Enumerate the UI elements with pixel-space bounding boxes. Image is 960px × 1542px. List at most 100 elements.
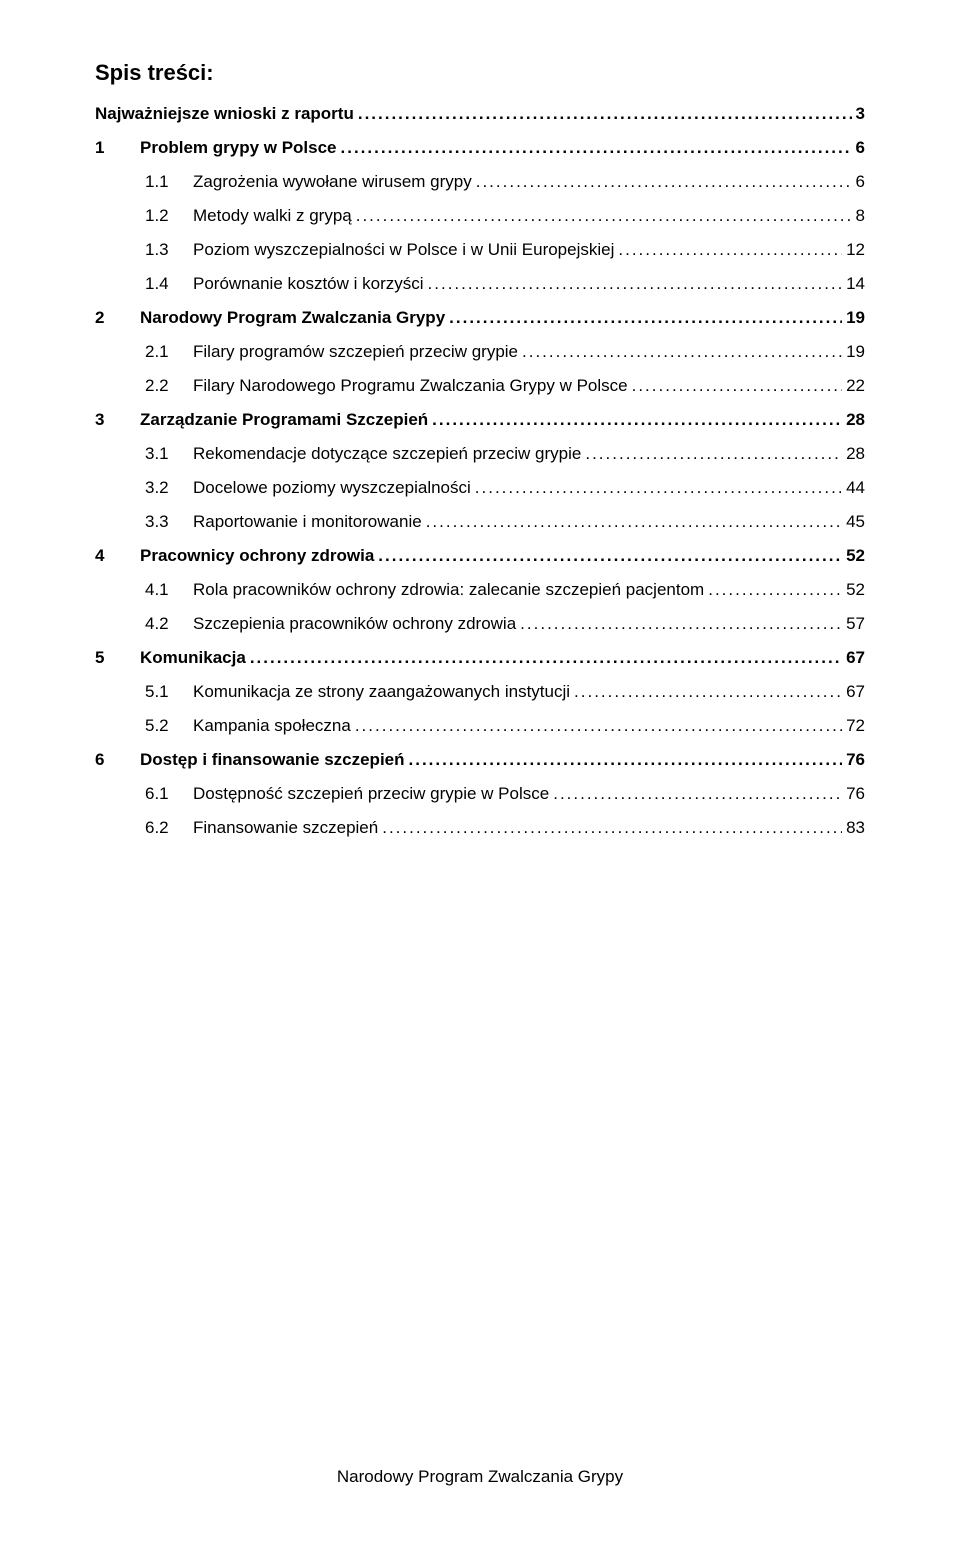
toc-leader-dots bbox=[428, 274, 843, 294]
toc-leader-dots bbox=[632, 376, 842, 396]
toc-leader-dots bbox=[356, 206, 852, 226]
toc-entry-page: 52 bbox=[846, 580, 865, 600]
toc-entry: Najważniejsze wnioski z raportu 3 bbox=[95, 104, 865, 124]
toc-entry-title: Rekomendacje dotyczące szczepień przeciw… bbox=[193, 444, 581, 464]
toc-leader-dots bbox=[585, 444, 842, 464]
toc-entry: 3.3Raportowanie i monitorowanie 45 bbox=[145, 512, 865, 532]
toc-entry-number: 1.2 bbox=[145, 206, 193, 226]
toc-entry-number: 5 bbox=[95, 648, 140, 668]
toc-entry-number: 1.3 bbox=[145, 240, 193, 260]
toc-entry: 4.2Szczepienia pracowników ochrony zdrow… bbox=[145, 614, 865, 634]
toc-leader-dots bbox=[574, 682, 842, 702]
toc-entry-page: 28 bbox=[846, 410, 865, 430]
toc-entry-number: 4.2 bbox=[145, 614, 193, 634]
toc-entry: 4Pracownicy ochrony zdrowia 52 bbox=[95, 546, 865, 566]
toc-entry-number: 5.1 bbox=[145, 682, 193, 702]
toc-leader-dots bbox=[432, 410, 842, 430]
toc-entry-title: Dostęp i finansowanie szczepień bbox=[140, 750, 405, 770]
toc-entry-title: Narodowy Program Zwalczania Grypy bbox=[140, 308, 445, 328]
toc-container: Najważniejsze wnioski z raportu 3 1Problem… bbox=[95, 104, 865, 838]
toc-entry-page: 28 bbox=[846, 444, 865, 464]
toc-entry: 5.1Komunikacja ze strony zaangażowanych … bbox=[145, 682, 865, 702]
toc-entry-title: Komunikacja bbox=[140, 648, 246, 668]
toc-entry-title: Najważniejsze wnioski z raportu bbox=[95, 104, 354, 124]
toc-entry: 6.1Dostępność szczepień przeciw grypie w… bbox=[145, 784, 865, 804]
toc-leader-dots bbox=[522, 342, 842, 362]
toc-entry-number: 2.1 bbox=[145, 342, 193, 362]
toc-entry-page: 67 bbox=[846, 648, 865, 668]
toc-entry-title: Porównanie kosztów i korzyści bbox=[193, 274, 424, 294]
toc-entry: 1.2Metody walki z grypą 8 bbox=[145, 206, 865, 226]
toc-entry-page: 44 bbox=[846, 478, 865, 498]
toc-leader-dots bbox=[341, 138, 852, 158]
toc-entry-page: 57 bbox=[846, 614, 865, 634]
toc-entry-title: Problem grypy w Polsce bbox=[140, 138, 337, 158]
toc-entry-number: 6 bbox=[95, 750, 140, 770]
toc-entry-page: 8 bbox=[856, 206, 865, 226]
toc-leader-dots bbox=[708, 580, 842, 600]
toc-entry-number: 1 bbox=[95, 138, 140, 158]
toc-entry-title: Docelowe poziomy wyszczepialności bbox=[193, 478, 471, 498]
toc-entry: 4.1Rola pracowników ochrony zdrowia: zal… bbox=[145, 580, 865, 600]
toc-entry-page: 45 bbox=[846, 512, 865, 532]
toc-entry-number: 3.3 bbox=[145, 512, 193, 532]
toc-entry-title: Rola pracowników ochrony zdrowia: zaleca… bbox=[193, 580, 704, 600]
toc-entry-page: 76 bbox=[846, 750, 865, 770]
toc-entry-page: 14 bbox=[846, 274, 865, 294]
toc-leader-dots bbox=[520, 614, 842, 634]
toc-leader-dots bbox=[449, 308, 842, 328]
toc-entry-number: 2 bbox=[95, 308, 140, 328]
toc-entry-number: 4 bbox=[95, 546, 140, 566]
toc-entry: 1.1Zagrożenia wywołane wirusem grypy 6 bbox=[145, 172, 865, 192]
toc-entry-title: Raportowanie i monitorowanie bbox=[193, 512, 422, 532]
toc-entry-page: 19 bbox=[846, 308, 865, 328]
toc-entry: 1.3Poziom wyszczepialności w Polsce i w … bbox=[145, 240, 865, 260]
toc-entry-page: 19 bbox=[846, 342, 865, 362]
toc-entry: 6Dostęp i finansowanie szczepień 76 bbox=[95, 750, 865, 770]
toc-entry-page: 22 bbox=[846, 376, 865, 396]
toc-entry: 1Problem grypy w Polsce6 bbox=[95, 138, 865, 158]
toc-leader-dots bbox=[475, 478, 842, 498]
toc-entry-title: Poziom wyszczepialności w Polsce i w Uni… bbox=[193, 240, 614, 260]
toc-entry-title: Komunikacja ze strony zaangażowanych ins… bbox=[193, 682, 570, 702]
toc-entry-number: 5.2 bbox=[145, 716, 193, 736]
toc-entry-number: 4.1 bbox=[145, 580, 193, 600]
toc-entry: 1.4Porównanie kosztów i korzyści 14 bbox=[145, 274, 865, 294]
toc-entry-title: Metody walki z grypą bbox=[193, 206, 352, 226]
toc-entry-number: 3.2 bbox=[145, 478, 193, 498]
toc-entry-title: Pracownicy ochrony zdrowia bbox=[140, 546, 374, 566]
toc-entry-title: Filary Narodowego Programu Zwalczania Gr… bbox=[193, 376, 628, 396]
toc-entry-page: 83 bbox=[846, 818, 865, 838]
toc-leader-dots bbox=[378, 546, 842, 566]
toc-entry: 2.1Filary programów szczepień przeciw gr… bbox=[145, 342, 865, 362]
toc-leader-dots bbox=[358, 104, 852, 124]
toc-entry: 2.2Filary Narodowego Programu Zwalczania… bbox=[145, 376, 865, 396]
toc-entry-title: Dostępność szczepień przeciw grypie w Po… bbox=[193, 784, 549, 804]
toc-entry-number: 1.1 bbox=[145, 172, 193, 192]
toc-leader-dots bbox=[250, 648, 842, 668]
toc-entry-title: Zagrożenia wywołane wirusem grypy bbox=[193, 172, 472, 192]
toc-leader-dots bbox=[426, 512, 842, 532]
toc-entry-page: 3 bbox=[856, 104, 865, 124]
toc-entry-title: Zarządzanie Programami Szczepień bbox=[140, 410, 428, 430]
toc-leader-dots bbox=[382, 818, 842, 838]
toc-entry-number: 6.1 bbox=[145, 784, 193, 804]
toc-entry-number: 3 bbox=[95, 410, 140, 430]
toc-leader-dots bbox=[409, 750, 843, 770]
toc-leader-dots bbox=[476, 172, 852, 192]
toc-entry-title: Filary programów szczepień przeciw grypi… bbox=[193, 342, 518, 362]
toc-entry-title: Finansowanie szczepień bbox=[193, 818, 378, 838]
toc-entry-page: 12 bbox=[846, 240, 865, 260]
toc-entry: 3.1Rekomendacje dotyczące szczepień prze… bbox=[145, 444, 865, 464]
toc-entry-number: 6.2 bbox=[145, 818, 193, 838]
toc-entry-number: 1.4 bbox=[145, 274, 193, 294]
toc-entry: 2Narodowy Program Zwalczania Grypy 19 bbox=[95, 308, 865, 328]
toc-heading: Spis treści: bbox=[95, 60, 865, 86]
toc-entry-page: 6 bbox=[856, 172, 865, 192]
toc-entry-number: 3.1 bbox=[145, 444, 193, 464]
toc-entry-title: Kampania społeczna bbox=[193, 716, 351, 736]
toc-entry-page: 76 bbox=[846, 784, 865, 804]
toc-entry-page: 72 bbox=[846, 716, 865, 736]
toc-entry-page: 52 bbox=[846, 546, 865, 566]
toc-leader-dots bbox=[553, 784, 842, 804]
